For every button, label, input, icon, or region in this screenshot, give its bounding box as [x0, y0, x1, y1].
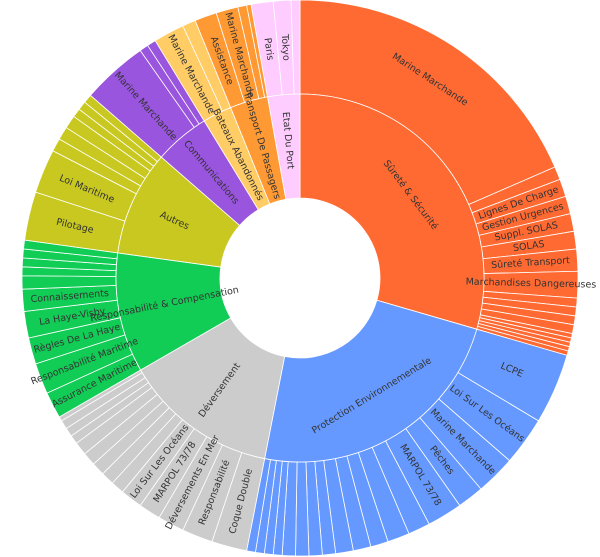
- outer-surete-transport-0-label: Sûreté Transport: [491, 255, 571, 271]
- inner-etat-du-port-label: Etat Du Port: [280, 111, 296, 170]
- outer-marchandises-dangereuses-0-label: Marchandises Dangereuses: [466, 277, 597, 291]
- inner-segment-surete-securite[interactable]: [299, 93, 485, 330]
- inner-segment-etat-du-port[interactable]: [267, 93, 301, 200]
- outer-solas-0-label: SOLAS: [512, 239, 545, 254]
- outer-paris-8-label: Paris: [261, 37, 275, 61]
- outer-tokyo-8-label: Tokyo: [279, 33, 292, 61]
- outer-ring: [21, 0, 579, 557]
- inner-segment-protection-environnementale[interactable]: [264, 299, 478, 463]
- inner-ring: [115, 93, 485, 463]
